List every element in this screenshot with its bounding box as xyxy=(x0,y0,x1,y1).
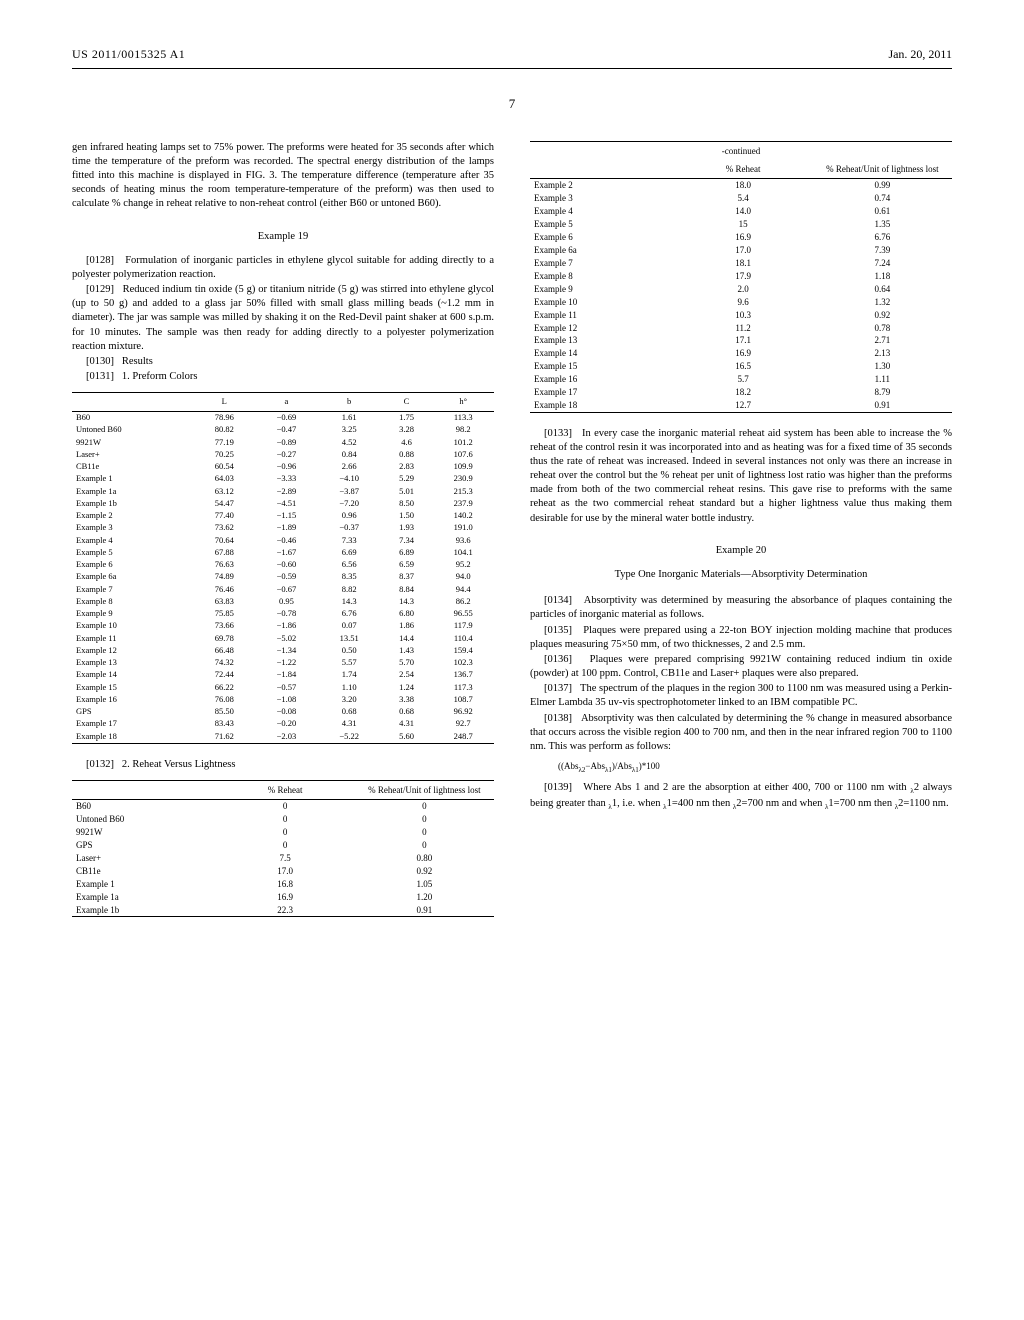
table-row: Example 414.00.61 xyxy=(530,205,952,218)
table-row: Example 109.61.32 xyxy=(530,295,952,308)
table-row: Example 676.63−0.606.566.5995.2 xyxy=(72,559,494,571)
table-row: Example 863.830.9514.314.386.2 xyxy=(72,596,494,608)
table-header: b xyxy=(318,393,381,411)
reheat-continued-table: -continued % Reheat% Reheat/Unit of ligh… xyxy=(530,141,952,413)
table-row: Untoned B6080.82−0.473.253.2898.2 xyxy=(72,424,494,436)
table-row: Example 616.96.76 xyxy=(530,231,952,244)
table-row: Example 1073.66−1.860.071.86117.9 xyxy=(72,620,494,632)
preform-colors-table: LabCh° B6078.96−0.691.611.75113.3Untoned… xyxy=(72,392,494,743)
table-header: % Reheat/Unit of lightness lost xyxy=(355,780,494,799)
table-row: Example 718.17.24 xyxy=(530,257,952,270)
header-rule xyxy=(72,68,952,69)
table-row: Example 1783.43−0.204.314.3192.7 xyxy=(72,718,494,730)
para-0129: [0129] Reduced indium tin oxide (5 g) or… xyxy=(72,283,494,354)
table-row: Example 1676.08−1.083.203.38108.7 xyxy=(72,694,494,706)
table-row: Example 1566.22−0.571.101.24117.3 xyxy=(72,681,494,693)
table-row: Example 470.64−0.467.337.3493.6 xyxy=(72,534,494,546)
table-row: B6078.96−0.691.611.75113.3 xyxy=(72,411,494,424)
table-row: Example 1718.28.79 xyxy=(530,386,952,399)
table-row: Example 1211.20.78 xyxy=(530,321,952,334)
para-0130: [0130] Results xyxy=(72,355,494,369)
reheat-table: % Reheat% Reheat/Unit of lightness lost … xyxy=(72,780,494,917)
table-row: Example 1b22.30.91 xyxy=(72,903,494,916)
absorptivity-formula: ((Absλ2−Absλ1)/Absλ1)*100 xyxy=(530,760,952,775)
table-row: Example 1812.70.91 xyxy=(530,399,952,412)
table-row: Example 92.00.64 xyxy=(530,282,952,295)
para-0131: [0131] 1. Preform Colors xyxy=(72,370,494,384)
table-row: Example 1b54.47−4.51−7.208.50237.9 xyxy=(72,498,494,510)
left-column: gen infrared heating lamps set to 75% po… xyxy=(72,141,494,931)
page-number: 7 xyxy=(72,95,952,113)
table-row: GPS00 xyxy=(72,839,494,852)
table-row: Example 1110.30.92 xyxy=(530,308,952,321)
table-row: Laser+70.25−0.270.840.88107.6 xyxy=(72,449,494,461)
table-row: Example 817.91.18 xyxy=(530,269,952,282)
table-row: B6000 xyxy=(72,799,494,812)
table-row: CB11e60.54−0.962.662.83109.9 xyxy=(72,461,494,473)
para-0135: [0135] Plaques were prepared using a 22-… xyxy=(530,624,952,652)
table-row: Example 165.71.11 xyxy=(530,373,952,386)
table-header: h° xyxy=(432,393,494,411)
table-header xyxy=(72,780,215,799)
table-row: 9921W00 xyxy=(72,826,494,839)
table-header: % Reheat/Unit of lightness lost xyxy=(813,160,952,179)
table-row: Example 5151.35 xyxy=(530,218,952,231)
table-row: Example 116.81.05 xyxy=(72,877,494,890)
table-row: Example 277.40−1.150.961.50140.2 xyxy=(72,510,494,522)
para-0128: [0128] Formulation of inorganic particle… xyxy=(72,254,494,282)
para-0138: [0138] Absorptivity was then calculated … xyxy=(530,712,952,755)
table-header: C xyxy=(381,393,433,411)
table-row: GPS85.50−0.080.680.6896.92 xyxy=(72,706,494,718)
table-header xyxy=(530,160,673,179)
table-row: Example 6a17.07.39 xyxy=(530,244,952,257)
table-row: 9921W77.19−0.894.524.6101.2 xyxy=(72,436,494,448)
continued-label: -continued xyxy=(530,141,952,160)
table-header: % Reheat xyxy=(215,780,354,799)
table-row: Untoned B6000 xyxy=(72,813,494,826)
table-row: Laser+7.50.80 xyxy=(72,852,494,865)
table-row: Example 1266.48−1.340.501.43159.4 xyxy=(72,645,494,657)
table-header: % Reheat xyxy=(673,160,812,179)
table-header: a xyxy=(255,393,318,411)
table-row: CB11e17.00.92 xyxy=(72,864,494,877)
example-19-heading: Example 19 xyxy=(72,230,494,244)
continuation-text: gen infrared heating lamps set to 75% po… xyxy=(72,141,494,212)
table-row: Example 1a16.91.20 xyxy=(72,890,494,903)
table-row: Example 1a63.12−2.89−3.875.01215.3 xyxy=(72,485,494,497)
table-row: Example 1169.78−5.0213.5114.4110.4 xyxy=(72,632,494,644)
publication-number: US 2011/0015325 A1 xyxy=(72,46,185,62)
para-0137: [0137] The spectrum of the plaques in th… xyxy=(530,682,952,710)
para-0139: [0139] Where Abs 1 and 2 are the absorpt… xyxy=(530,781,952,812)
table-row: Example 35.40.74 xyxy=(530,192,952,205)
two-column-layout: gen infrared heating lamps set to 75% po… xyxy=(72,141,952,931)
para-0136: [0136] Plaques were prepared comprising … xyxy=(530,653,952,681)
table-row: Example 1871.62−2.03−5.225.60248.7 xyxy=(72,730,494,743)
table-row: Example 975.85−0.786.766.8096.55 xyxy=(72,608,494,620)
para-0133: [0133] In every case the inorganic mater… xyxy=(530,427,952,526)
table-row: Example 373.62−1.89−0.371.93191.0 xyxy=(72,522,494,534)
publication-date: Jan. 20, 2011 xyxy=(888,46,952,62)
table-header xyxy=(72,393,194,411)
para-0134: [0134] Absorptivity was determined by me… xyxy=(530,594,952,622)
table-row: Example 567.88−1.676.696.89104.1 xyxy=(72,547,494,559)
table-row: Example 6a74.89−0.598.358.3794.0 xyxy=(72,571,494,583)
table-header: L xyxy=(194,393,256,411)
example-20-heading: Example 20 xyxy=(530,544,952,558)
table-row: Example 1374.32−1.225.575.70102.3 xyxy=(72,657,494,669)
example-20-subheading: Type One Inorganic Materials—Absorptivit… xyxy=(530,568,952,582)
table-row: Example 1317.12.71 xyxy=(530,334,952,347)
table-row: Example 776.46−0.678.828.8494.4 xyxy=(72,583,494,595)
table-row: Example 164.03−3.33−4.105.29230.9 xyxy=(72,473,494,485)
table-row: Example 1516.51.30 xyxy=(530,360,952,373)
table-row: Example 1472.44−1.841.742.54136.7 xyxy=(72,669,494,681)
table-row: Example 1416.92.13 xyxy=(530,347,952,360)
right-column: -continued % Reheat% Reheat/Unit of ligh… xyxy=(530,141,952,931)
page-header: US 2011/0015325 A1 Jan. 20, 2011 xyxy=(72,46,952,62)
para-0132: [0132] 2. Reheat Versus Lightness xyxy=(72,758,494,772)
table-row: Example 218.00.99 xyxy=(530,179,952,192)
